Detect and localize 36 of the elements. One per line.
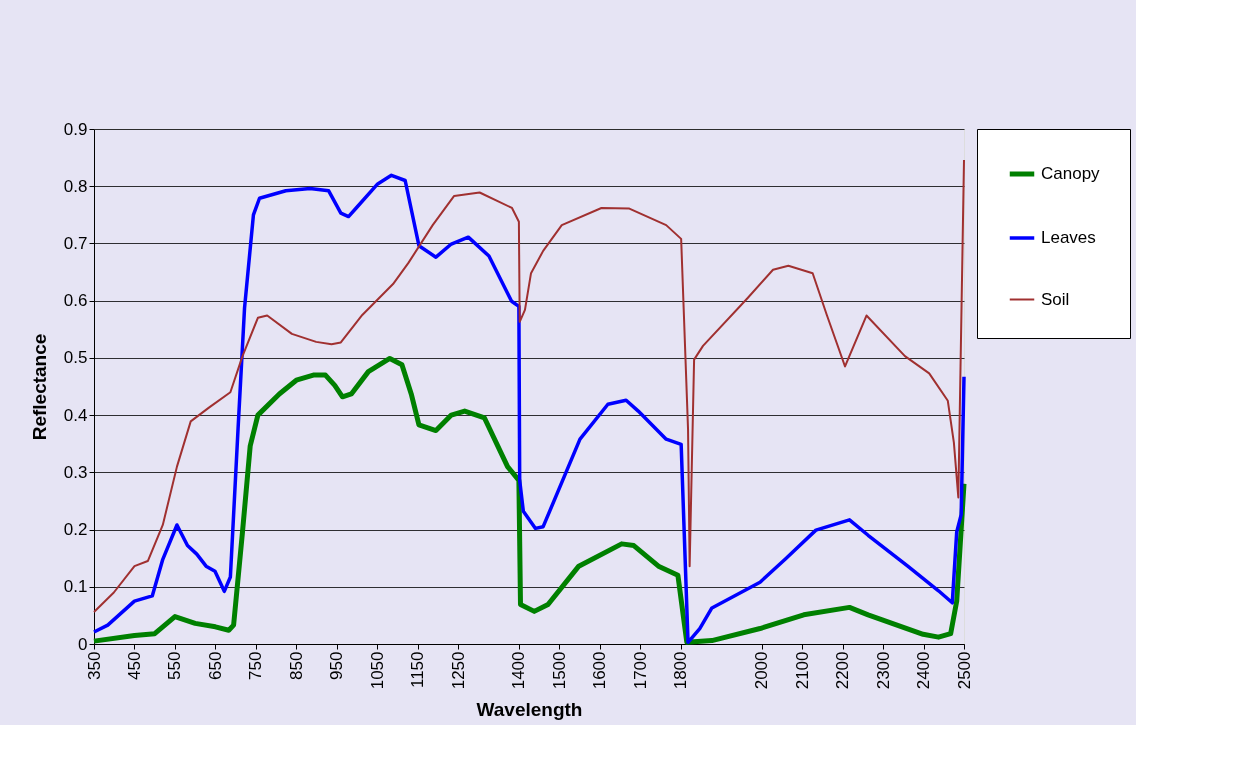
x-tick-label: 550 <box>165 651 185 680</box>
y-tick-label: 0.6 <box>63 291 88 311</box>
y-tick-label: 0 <box>78 634 88 654</box>
y-tick-label: 0.2 <box>63 520 88 540</box>
x-tick-label: 2200 <box>833 651 853 690</box>
x-tick-label: 650 <box>205 651 225 680</box>
x-tick-label: 1800 <box>671 651 691 690</box>
x-tick-label: 950 <box>327 651 347 680</box>
x-tick-label: 2400 <box>914 651 934 690</box>
x-tick-label: 750 <box>246 651 266 680</box>
legend-label: Canopy <box>1041 164 1101 183</box>
x-tick-label: 1500 <box>549 651 569 690</box>
x-tick-label: 1400 <box>509 651 529 690</box>
y-tick-label: 0.8 <box>63 176 88 196</box>
x-tick-label: 850 <box>286 651 306 680</box>
y-tick-label: 0.1 <box>63 577 88 597</box>
x-tick-label: 2300 <box>873 651 893 690</box>
legend-label: Leaves <box>1041 228 1096 247</box>
x-tick-label: 450 <box>124 651 144 680</box>
y-tick-label: 0.7 <box>63 233 88 253</box>
x-axis-title: Wavelength <box>476 699 583 721</box>
x-tick-label: 1600 <box>590 651 610 690</box>
y-tick-label: 0.9 <box>63 119 88 139</box>
y-tick-label: 0.3 <box>63 462 88 482</box>
y-axis-title: Reflectance <box>28 333 50 441</box>
x-tick-label: 1150 <box>408 651 428 689</box>
y-tick-label: 0.5 <box>63 348 88 368</box>
x-tick-label: 2500 <box>954 651 974 690</box>
legend-label: Soil <box>1041 289 1070 309</box>
x-tick-label: 1050 <box>367 651 387 690</box>
x-tick-label: 1700 <box>630 651 650 690</box>
x-tick-label: 1250 <box>448 651 468 690</box>
x-tick-label: 2000 <box>752 651 772 690</box>
x-tick-label: 350 <box>84 651 104 680</box>
x-tick-label: 2100 <box>792 651 812 690</box>
y-tick-label: 0.4 <box>63 405 88 425</box>
